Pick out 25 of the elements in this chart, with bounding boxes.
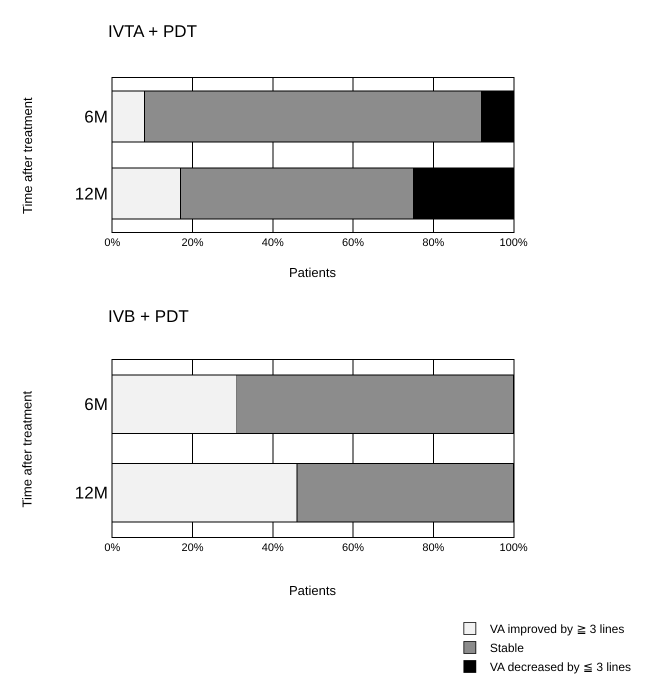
y-tick-label: 6M	[84, 395, 108, 414]
y-axis-title: Time after treatment	[19, 390, 34, 508]
x-tick-label: 40%	[262, 542, 284, 554]
legend-label: Stable	[490, 641, 524, 656]
x-axis-title: Patients	[289, 583, 336, 598]
x-tick-label: 40%	[262, 237, 284, 250]
x-tick-label: 100%	[500, 542, 528, 554]
legend-label: VA decreased by ≦ 3 lines	[490, 660, 632, 674]
x-tick-label: 0%	[104, 237, 120, 250]
chart-title: IVTA + PDT	[108, 22, 197, 41]
x-tick-label: 20%	[182, 237, 204, 250]
chart-title: IVB + PDT	[108, 307, 189, 326]
x-tick-label: 80%	[422, 237, 445, 250]
x-tick-label: 80%	[422, 542, 445, 554]
x-tick-label: 60%	[342, 542, 364, 554]
y-axis-title: Time after treatment	[20, 97, 35, 214]
y-tick-label: 12M	[74, 484, 108, 503]
x-axis-title: Patients	[289, 265, 336, 280]
y-tick-label: 6M	[84, 107, 108, 126]
x-tick-label: 60%	[342, 237, 364, 250]
x-tick-label: 100%	[500, 237, 528, 250]
legend-label: VA improved by ≧ 3 lines	[490, 622, 624, 636]
x-tick-label: 0%	[104, 542, 120, 554]
x-tick-label: 20%	[182, 542, 204, 554]
y-tick-label: 12M	[74, 184, 108, 204]
